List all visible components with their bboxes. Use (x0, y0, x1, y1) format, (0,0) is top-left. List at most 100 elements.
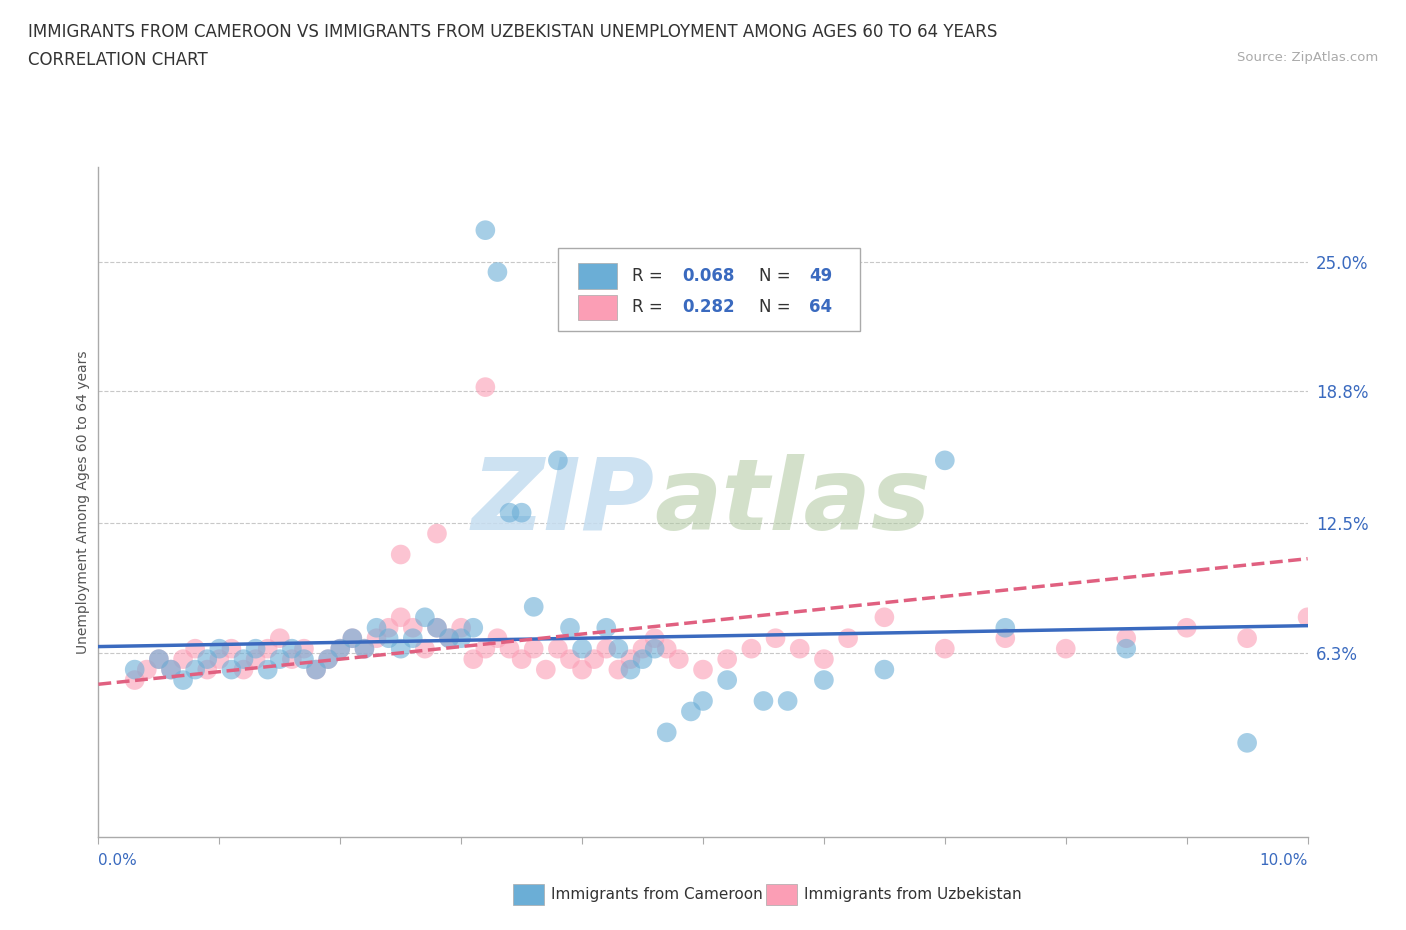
Point (353, 642, 375, 657)
Point (402, 631, 425, 645)
Point (316, 652, 339, 667)
Point (366, 631, 388, 645)
Point (765, 631, 787, 645)
Point (486, 631, 509, 645)
Y-axis label: Unemployment Among Ages 60 to 64 years: Unemployment Among Ages 60 to 64 years (76, 351, 90, 654)
Text: 0.068: 0.068 (682, 267, 735, 285)
Point (607, 662, 630, 677)
Point (558, 652, 581, 667)
Point (1115, 642, 1137, 657)
Point (583, 652, 606, 667)
Point (631, 642, 654, 657)
Point (389, 547, 412, 562)
Text: R =: R = (631, 267, 668, 285)
Point (1236, 631, 1258, 645)
Point (437, 631, 460, 645)
Text: Immigrants from Uzbekistan: Immigrants from Uzbekistan (804, 887, 1022, 902)
Point (692, 662, 714, 677)
Point (523, 600, 546, 615)
Point (221, 642, 243, 657)
Text: 10.0%: 10.0% (1260, 853, 1308, 868)
Point (510, 652, 533, 667)
Point (232, 652, 254, 667)
Point (281, 652, 304, 667)
Point (547, 453, 569, 468)
Point (316, 652, 339, 667)
Point (450, 631, 472, 645)
Point (498, 642, 520, 657)
Point (437, 631, 460, 645)
Point (619, 652, 641, 667)
Point (342, 631, 364, 645)
Point (221, 662, 243, 677)
Point (281, 642, 304, 657)
Point (245, 642, 267, 657)
Text: ZIP: ZIP (471, 454, 655, 551)
Point (668, 652, 690, 667)
Point (256, 642, 278, 657)
Point (342, 631, 364, 645)
Point (571, 662, 593, 677)
Point (523, 642, 546, 657)
Point (547, 642, 569, 657)
Point (292, 652, 315, 667)
Point (776, 694, 799, 709)
Point (934, 453, 956, 468)
Point (377, 620, 399, 635)
Text: 0.282: 0.282 (682, 299, 735, 316)
Point (389, 610, 412, 625)
Point (426, 526, 449, 541)
FancyBboxPatch shape (578, 295, 617, 320)
Point (184, 642, 207, 657)
Point (595, 642, 617, 657)
Point (413, 642, 436, 657)
Point (292, 642, 315, 657)
Point (413, 610, 436, 625)
Point (269, 652, 291, 667)
Point (305, 662, 328, 677)
Text: Source: ZipAtlas.com: Source: ZipAtlas.com (1237, 51, 1378, 64)
Point (172, 652, 194, 667)
Point (402, 620, 425, 635)
FancyBboxPatch shape (578, 263, 617, 288)
Text: 64: 64 (810, 299, 832, 316)
FancyBboxPatch shape (558, 247, 860, 331)
Point (232, 662, 254, 677)
Point (558, 620, 581, 635)
Point (740, 642, 762, 657)
Point (124, 662, 146, 677)
Point (389, 642, 412, 657)
Point (607, 642, 630, 657)
Point (353, 642, 375, 657)
Point (486, 265, 509, 280)
Point (208, 642, 231, 657)
Point (1296, 610, 1319, 625)
Text: atlas: atlas (655, 454, 931, 551)
Point (148, 652, 170, 667)
Point (644, 631, 666, 645)
Point (752, 694, 775, 709)
Point (644, 642, 666, 657)
Text: N =: N = (759, 299, 796, 316)
Point (934, 642, 956, 657)
Point (474, 223, 496, 238)
Point (148, 652, 170, 667)
Text: 0.0%: 0.0% (98, 853, 138, 868)
Point (184, 662, 207, 677)
Point (1115, 631, 1137, 645)
Point (474, 642, 496, 657)
Point (1175, 620, 1198, 635)
Point (813, 672, 835, 687)
Text: Immigrants from Cameroon: Immigrants from Cameroon (551, 887, 763, 902)
Text: R =: R = (631, 299, 668, 316)
Point (631, 652, 654, 667)
Text: CORRELATION CHART: CORRELATION CHART (28, 51, 208, 69)
Point (195, 662, 218, 677)
Point (571, 642, 593, 657)
Point (269, 631, 291, 645)
Point (679, 704, 702, 719)
Point (172, 672, 194, 687)
Point (135, 662, 157, 677)
Point (994, 620, 1017, 635)
Point (329, 642, 352, 657)
